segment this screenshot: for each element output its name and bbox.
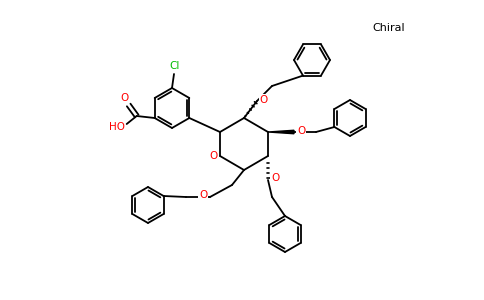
Text: O: O <box>260 95 268 105</box>
Text: O: O <box>199 190 207 200</box>
Polygon shape <box>268 130 294 134</box>
Text: O: O <box>209 151 217 161</box>
Text: Chiral: Chiral <box>372 23 405 33</box>
Text: O: O <box>271 173 279 183</box>
Text: HO: HO <box>109 122 125 132</box>
Text: O: O <box>297 126 305 136</box>
Text: O: O <box>121 93 129 103</box>
Text: Cl: Cl <box>170 61 180 71</box>
